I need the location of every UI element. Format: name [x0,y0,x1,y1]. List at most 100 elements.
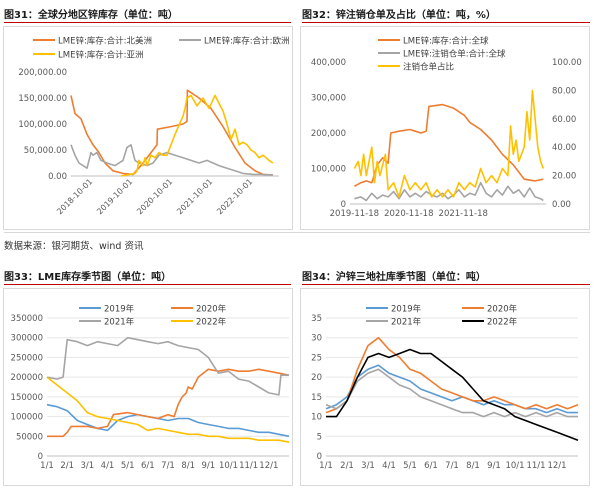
fig33-ytick-label: 350000 [11,314,43,324]
fig32-ytick-right-label: 80.00 [552,86,576,96]
fig34-xtick-label: 2/1 [340,461,354,471]
fig34-ytick-label: 25 [311,353,322,363]
fig31-ytick-label: 100,000.00 [18,120,67,130]
fig34-ytick-label: 0 [317,452,322,462]
fig34-ytick-label: 35 [311,314,322,324]
fig31-series-line-1 [70,89,274,176]
fig34-xtick-label: 6/1 [424,461,438,471]
fig31-legend-label: LME锌:库存:合计:欧洲 [204,36,290,47]
fig32-series-line-3 [353,89,545,198]
fig31-chart: 0.00 50,000.00 100,000.00 150,000.00 200,000… [3,26,293,230]
fig34-title: 图34：沪锌三地社库季节图（单位：吨） [302,272,486,283]
fig33-xtick-label: 12/1 [259,461,278,471]
fig33-xtick-label: 11/1 [239,461,258,471]
fig32-legend-label: LME锌:注销仓单:合计:全球 [403,49,506,60]
fig34-legend-label: 2022年 [487,317,518,328]
fig33-legend-label: 2020年 [196,304,227,315]
fig34-series-line-4 [326,348,579,441]
fig33-series-line-1 [46,403,290,438]
fig34-xtick-label: 9/1 [487,461,501,471]
fig34-legend-label: 2020年 [487,304,518,315]
fig34-xtick-label: 11/1 [526,461,545,471]
fig34-frame [300,288,590,486]
fig31-title-rule [4,22,291,23]
fig34-ytick-label: 20 [311,373,322,383]
fig32-legend-label: 注销仓单占比 [403,62,454,73]
fig32-ytick-label: 200,000 [311,129,346,139]
fig32-ytick-label: 400,000 [311,58,346,68]
fig33-legend-label: 2022年 [196,317,227,328]
fig32-ytick-right-label: 100.00 [552,58,582,68]
source-top-rule [4,232,590,233]
fig34-ytick-label: 10 [311,413,322,423]
fig34-ytick-label: 5 [317,432,322,442]
fig32-xtick-label: 2021-11-18 [439,209,488,219]
fig33-xtick-label: 2/1 [60,461,74,471]
fig33-xtick-label: 8/1 [181,461,195,471]
fig32-title-rule [302,22,590,23]
fig33-ytick-label: 300000 [11,334,43,344]
fig33-xtick-label: 9/1 [201,461,215,471]
fig31-legend-label: LME锌:库存:合计:亚洲 [58,50,144,61]
fig33-chart: 0 50000 100000 150000 200000 250000 300000 3500… [3,288,293,486]
fig34-legend-label: 2021年 [391,317,422,328]
fig31-legend-label: LME锌:库存:合计:北美洲 [58,36,152,47]
fig34-xtick-label: 3/1 [361,461,375,471]
fig33-legend-label: 2019年 [104,304,135,315]
fig33-xtick-label: 1/1 [40,461,54,471]
fig33-series-line-3 [46,336,289,396]
fig33-xtick-label: 5/1 [121,461,135,471]
fig31-title: 图31：全球分地区锌库存（单位：吨） [4,10,178,21]
fig33-xtick-label: 3/1 [80,461,94,471]
fig32-series-line-2 [354,181,544,202]
fig33-ytick-label: 200000 [11,373,43,383]
fig32-ytick-right-label: 0.00 [552,200,571,210]
fig32-chart: 0 100,000 200,000 300,000 400,000 0.00 20.00 40… [300,26,590,230]
fig34-ytick-label: 30 [311,334,322,344]
fig33-frame [3,288,293,486]
fig33-title: 图33：LME库存季节图（单位：吨） [4,272,172,283]
fig33-legend-label: 2021年 [104,317,135,328]
fig34-series-line-3 [325,368,578,418]
fig34-legend-label: 2019年 [391,304,422,315]
fig32-ytick-label: 0 [341,200,346,210]
fig31-frame [3,26,293,230]
fig31-ytick-label: 0.00 [48,172,67,182]
fig33-xtick-label: 6/1 [141,461,155,471]
fig32-ytick-right-label: 60.00 [552,115,576,125]
fig34-xtick-label: 1/1 [319,461,333,471]
fig34-xtick-label: 5/1 [403,461,417,471]
fig33-xtick-label: 10/1 [219,461,238,471]
fig32-legend-label: LME锌:库存:合计:全球 [403,36,489,47]
fig32-ytick-right-label: 40.00 [552,143,576,153]
fig33-ytick-label: 150000 [11,393,43,403]
fig33-series-line-4 [46,376,290,443]
fig34-series-line-1 [325,364,578,414]
fig32-ytick-right-label: 20.00 [552,172,576,182]
fig34-series-line-2 [325,336,579,414]
fig31-ytick-label: 150,000.00 [18,94,67,104]
fig34-ytick-label: 15 [311,393,322,403]
fig33-ytick-label: 50000 [16,432,43,442]
fig32-title: 图32：锌注销仓单及占比（单位：吨，%） [302,10,496,21]
fig33-ytick-label: 0 [38,452,43,462]
fig31-ytick-label: 50,000.00 [24,146,67,156]
fig34-xtick-label: 10/1 [505,461,524,471]
fig32-xtick-label: 2019-11-18 [330,209,379,219]
fig34-xtick-label: 8/1 [466,461,480,471]
fig32-xtick-label: 2020-11-18 [384,209,433,219]
fig34-xtick-label: 4/1 [382,461,396,471]
fig34-title-rule [302,284,590,285]
data-source-note: 数据来源：银河期货、wind 资讯 [4,241,144,252]
fig34-xtick-label: 12/1 [547,461,566,471]
fig34-chart: 0 5 10 15 20 25 30 35 1/1 2/1 3/1 4/1 5/1 6/1 7/1 8/1 9/… [300,288,590,486]
fig33-title-rule [4,284,291,285]
fig31-ytick-label: 200,000.00 [18,68,67,78]
fig33-xtick-label: 7/1 [161,461,175,471]
fig33-xtick-label: 4/1 [101,461,115,471]
fig33-series-line-2 [47,368,290,438]
fig33-ytick-label: 100000 [11,413,43,423]
fig33-ytick-label: 250000 [11,353,43,363]
fig32-ytick-label: 300,000 [311,94,346,104]
fig32-ytick-label: 100,000 [311,165,346,175]
